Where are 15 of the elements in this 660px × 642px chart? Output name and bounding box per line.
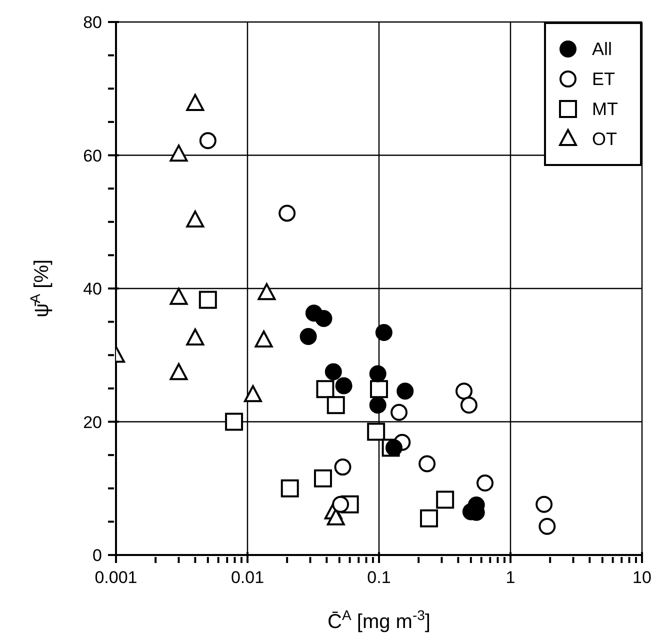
y-tick-label: 60 (83, 146, 102, 166)
x-tick-label: 10 (632, 568, 652, 587)
x-tick-label: 0.01 (230, 568, 264, 587)
y-tick-label: 20 (83, 412, 102, 432)
legend-label: OT (592, 128, 617, 150)
x-tick-label: 0.001 (94, 568, 138, 587)
x-axis-title: C̄$^{A}$ [mg m$^{-3}$] (328, 607, 430, 633)
x-tick-label: 0.1 (367, 568, 391, 587)
legend-label: All (592, 38, 612, 60)
y-tick-label: 40 (83, 280, 102, 298)
y-tick-label: 80 (83, 13, 102, 32)
legend-label: ET (592, 68, 616, 90)
x-tick-label: 1 (506, 568, 516, 587)
legend-label: MT (592, 98, 618, 120)
y-tick-label: 0 (92, 546, 102, 565)
